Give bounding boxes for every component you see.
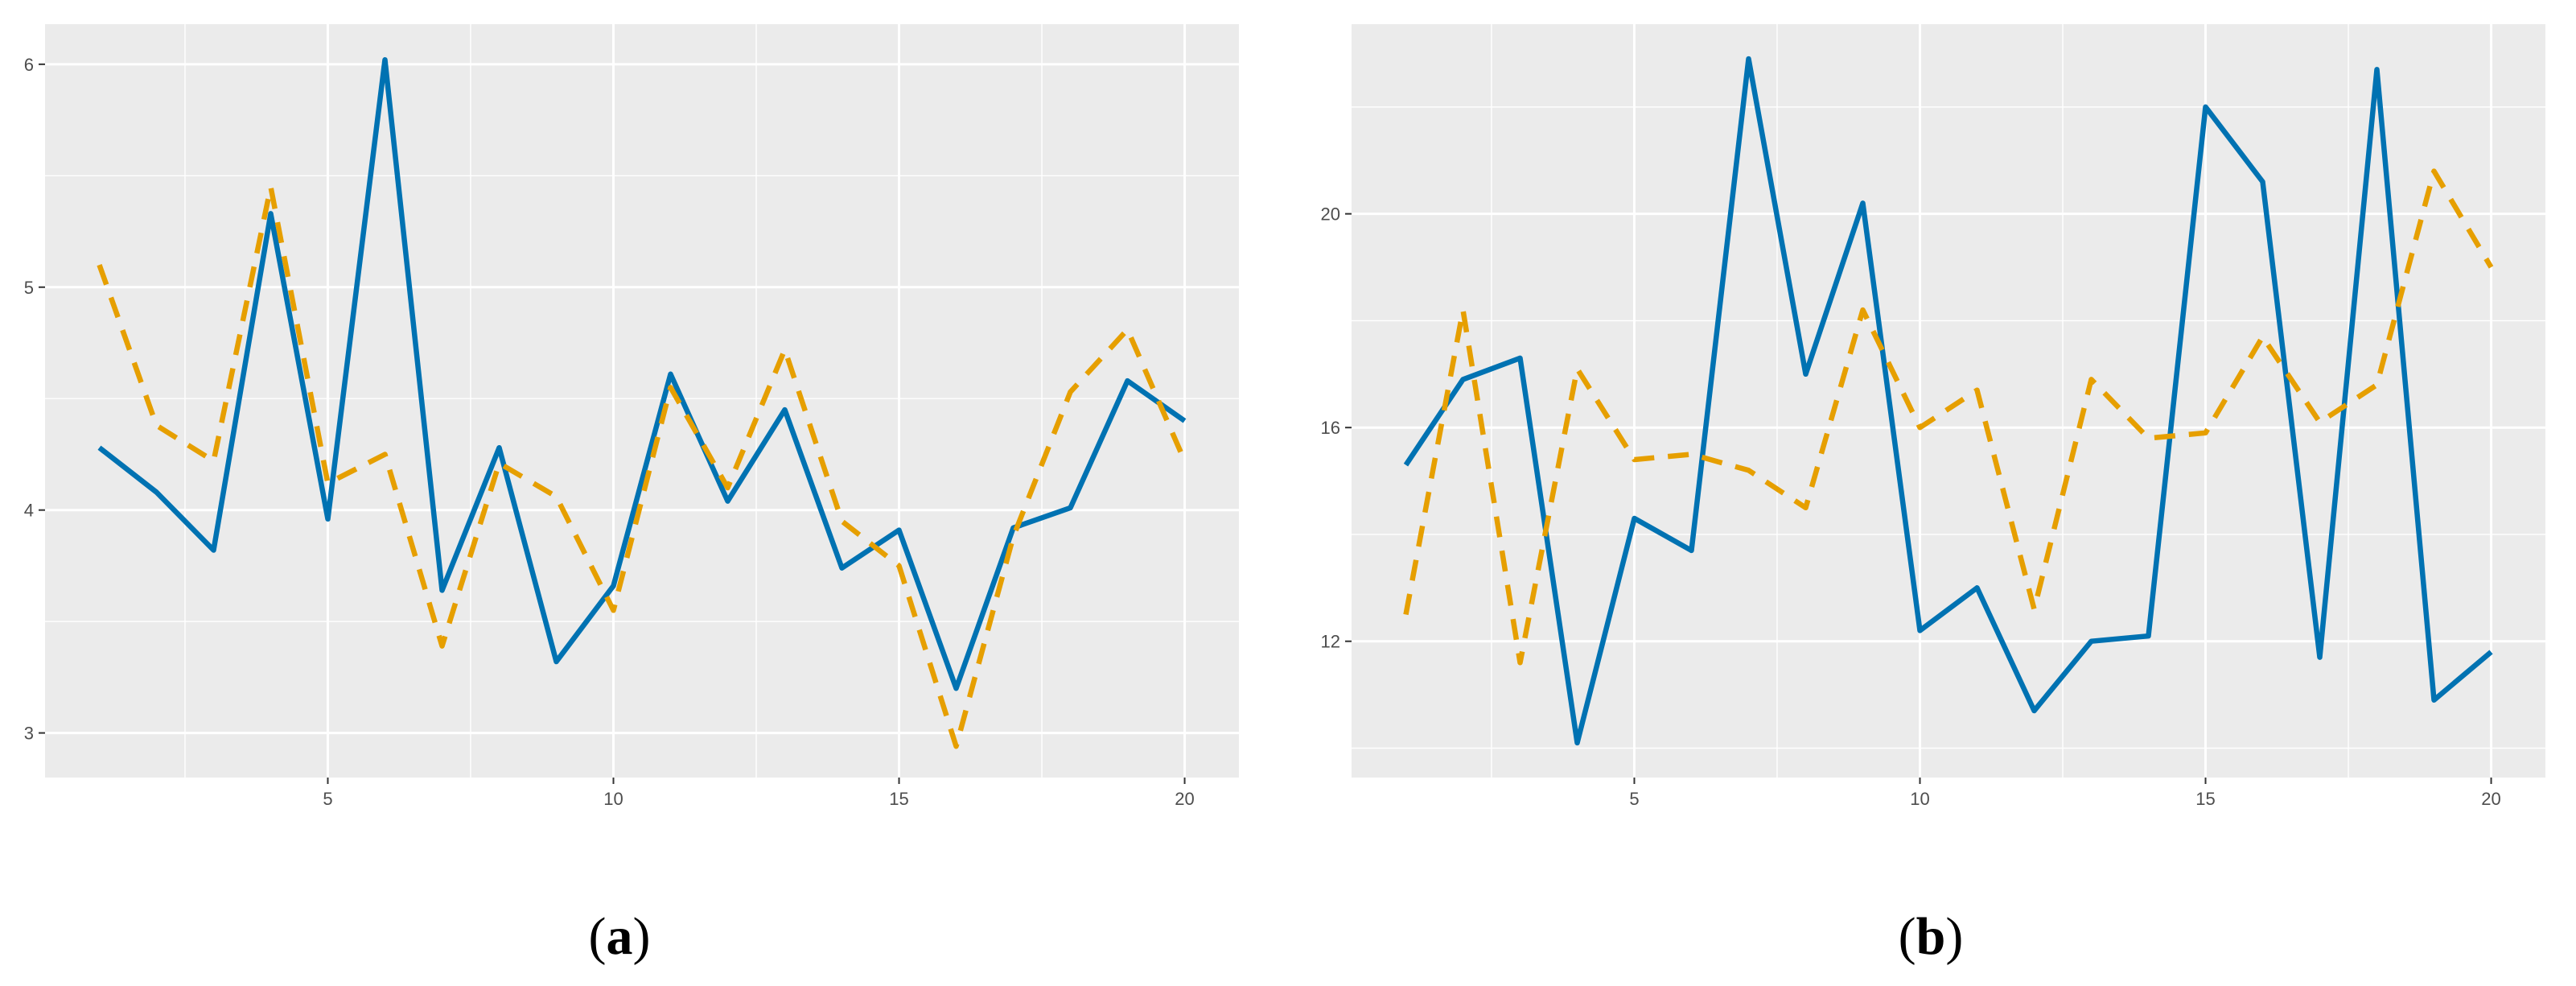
x-tick-label: 20 bbox=[1175, 789, 1194, 809]
x-tick-label: 15 bbox=[889, 789, 908, 809]
chart-panel-b: 12 16 20 5 10 15 20 bbox=[1321, 24, 2545, 809]
caption-a-close: ) bbox=[633, 907, 651, 966]
caption-b-open: ( bbox=[1899, 907, 1916, 966]
series-line-dashed bbox=[97, 184, 1187, 749]
chart-panel-a: 3 4 5 6 5 10 15 20 bbox=[24, 24, 1239, 809]
y-tick-label: 4 bbox=[24, 501, 34, 521]
series-line-dashed bbox=[1403, 168, 2494, 666]
caption-a-letter: a bbox=[607, 907, 633, 966]
x-tick-label: 5 bbox=[323, 789, 332, 809]
x-tick-label: 5 bbox=[1629, 789, 1639, 809]
y-tick-label: 16 bbox=[1321, 418, 1340, 438]
y-tick-label: 12 bbox=[1321, 632, 1340, 652]
caption-b: (b) bbox=[1899, 907, 1964, 966]
plot-background bbox=[1352, 24, 2545, 778]
caption-b-close: ) bbox=[1945, 907, 1963, 966]
y-tick-label: 3 bbox=[24, 724, 34, 744]
y-tick-label: 5 bbox=[24, 278, 34, 298]
x-tick-label: 10 bbox=[603, 789, 623, 809]
caption-a-open: ( bbox=[589, 907, 607, 966]
caption-b-letter: b bbox=[1916, 907, 1946, 966]
y-tick-label: 6 bbox=[24, 55, 34, 75]
x-tick-label: 15 bbox=[2195, 789, 2215, 809]
series-line-solid bbox=[1403, 56, 2493, 746]
y-tick-label: 20 bbox=[1321, 204, 1340, 225]
x-tick-label: 20 bbox=[2481, 789, 2500, 809]
caption-a: (a) bbox=[589, 907, 651, 966]
plot-background bbox=[45, 24, 1239, 778]
x-tick-label: 10 bbox=[1910, 789, 1929, 809]
series-line-solid bbox=[97, 57, 1187, 691]
